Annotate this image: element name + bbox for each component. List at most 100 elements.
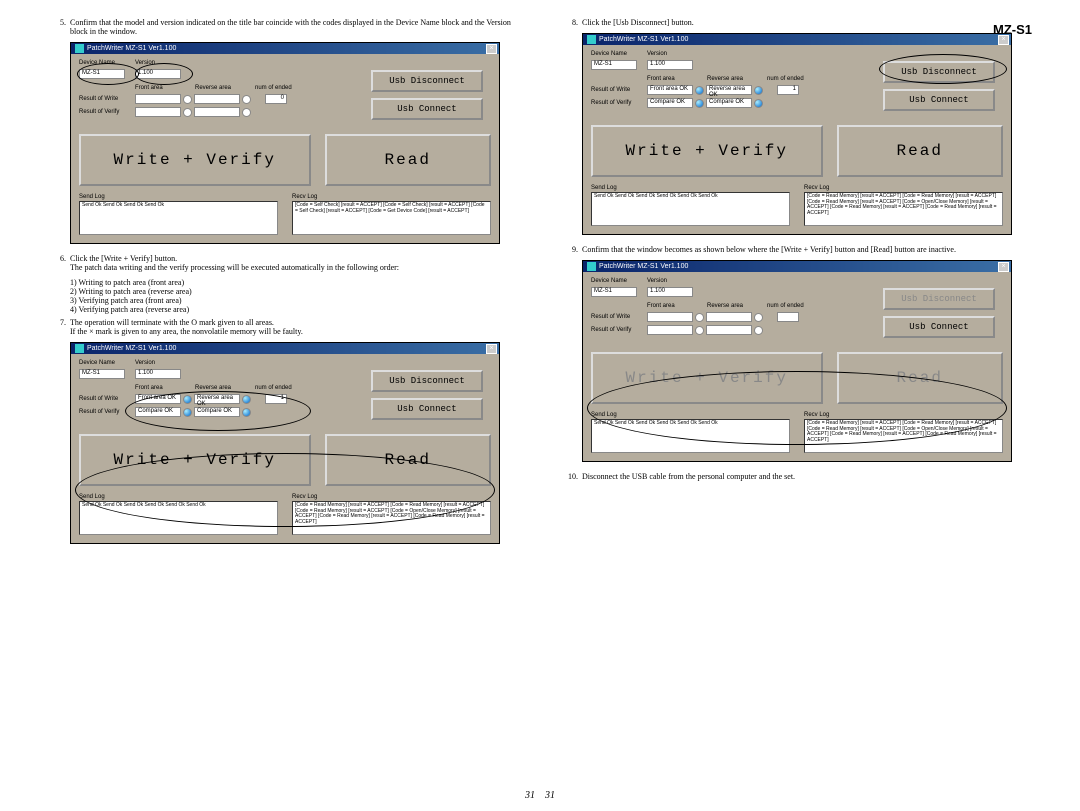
step5-num: 5. [48, 18, 66, 36]
step6-sub3: 3) Verifying patch area (front area) [70, 296, 520, 305]
send-log: Send Ok Send Ok Send Ok Send Ok Send Ok … [591, 419, 790, 453]
rwrite-front: Front area OK [647, 85, 693, 95]
numend-label: num of ended [255, 85, 292, 91]
usb-disconnect-button[interactable]: Usb Disconnect [371, 70, 483, 92]
rverify-rev: Compare OK [706, 98, 752, 108]
rverify-front: Compare OK [135, 407, 181, 417]
indicator-ok [695, 86, 704, 95]
write-verify-button[interactable]: Write + Verify [79, 134, 311, 186]
step7-num: 7. [48, 318, 66, 336]
step10-text: Disconnect the USB cable from the person… [582, 472, 1032, 481]
indicator-ok [754, 99, 763, 108]
step6-l1: Click the [Write + Verify] button. [70, 254, 520, 263]
version-label: Version [647, 278, 703, 284]
version-field: 1.100 [135, 69, 181, 79]
device-name-label: Device Name [591, 51, 647, 57]
usb-disconnect-button[interactable]: Usb Disconnect [883, 61, 995, 83]
numend-label: num of ended [767, 76, 804, 82]
write-verify-button[interactable]: Write + Verify [591, 125, 823, 177]
close-icon[interactable]: × [486, 44, 497, 54]
recv-log: [Code = Read Memory] [result = ACCEPT] [… [804, 192, 1003, 226]
front-area-label: Front area [135, 85, 195, 91]
usb-disconnect-button[interactable]: Usb Disconnect [371, 370, 483, 392]
read-button[interactable]: Read [325, 434, 492, 486]
step6-l2: The patch data writing and the verify pr… [70, 263, 520, 272]
indicator [695, 326, 704, 335]
device-name-field: MZ-S1 [79, 69, 125, 79]
patchwriter-window-1: PatchWriter MZ-S1 Ver1.100 × Device NameV… [70, 42, 500, 244]
indicator [754, 326, 763, 335]
reverse-area-label: Reverse area [707, 76, 767, 82]
version-label: Version [135, 60, 191, 66]
rverify-rev [194, 107, 240, 117]
result-verify-label: Result of Verify [591, 327, 647, 333]
app-icon [75, 44, 84, 53]
front-area-label: Front area [135, 385, 195, 391]
app-icon [75, 344, 84, 353]
device-name-label: Device Name [591, 278, 647, 284]
titlebar: PatchWriter MZ-S1 Ver1.100× [71, 343, 499, 354]
indicator-ok [242, 395, 251, 404]
right-column: 8. Click the [Usb Disconnect] button. Pat… [560, 18, 1032, 554]
device-name-field: MZ-S1 [591, 287, 637, 297]
rverify-rev: Compare OK [194, 407, 240, 417]
rwrite-front [135, 94, 181, 104]
result-write-label: Result of Write [591, 314, 647, 320]
sendlog-label: Send Log [79, 194, 278, 200]
numend-field: 0 [265, 94, 287, 104]
indicator [183, 108, 192, 117]
recv-log: [Code = Read Memory] [result = ACCEPT] [… [292, 501, 491, 535]
send-log: Send Ok Send Ok Send Ok Send Ok Send Ok … [591, 192, 790, 226]
front-area-label: Front area [647, 76, 707, 82]
device-name-label: Device Name [79, 60, 135, 66]
recv-log: [Code = Read Memory] [result = ACCEPT] [… [804, 419, 1003, 453]
result-write-label: Result of Write [591, 87, 647, 93]
version-field: 1.100 [647, 287, 693, 297]
rwrite-rev [706, 312, 752, 322]
reverse-area-label: Reverse area [195, 385, 255, 391]
write-verify-button[interactable]: Write + Verify [79, 434, 311, 486]
close-icon[interactable]: × [998, 35, 1009, 45]
usb-connect-button[interactable]: Usb Connect [371, 98, 483, 120]
usb-connect-button[interactable]: Usb Connect [883, 89, 995, 111]
sendlog-label: Send Log [79, 494, 278, 500]
device-name-label: Device Name [79, 360, 135, 366]
version-label: Version [135, 360, 191, 366]
sendlog-label: Send Log [591, 412, 790, 418]
recvlog-label: Recv Log [804, 412, 1003, 418]
close-icon[interactable]: × [486, 344, 497, 354]
title-text: PatchWriter MZ-S1 Ver1.100 [87, 45, 176, 52]
usb-connect-button[interactable]: Usb Connect [883, 316, 995, 338]
close-icon[interactable]: × [998, 262, 1009, 272]
read-button[interactable]: Read [325, 134, 492, 186]
step8-text: Click the [Usb Disconnect] button. [582, 18, 1032, 27]
step9-num: 9. [560, 245, 578, 254]
app-icon [587, 262, 596, 271]
result-write-label: Result of Write [79, 396, 135, 402]
version-label: Version [647, 51, 703, 57]
step8-num: 8. [560, 18, 578, 27]
usb-connect-button[interactable]: Usb Connect [371, 398, 483, 420]
rwrite-front: Front area OK [135, 394, 181, 404]
step10-num: 10. [560, 472, 578, 481]
step6-sub2: 2) Writing to patch area (reverse area) [70, 287, 520, 296]
indicator [242, 108, 251, 117]
app-icon [587, 35, 596, 44]
step6-sub1: 1) Writing to patch area (front area) [70, 278, 520, 287]
read-button[interactable]: Read [837, 125, 1004, 177]
front-area-label: Front area [647, 303, 707, 309]
usb-disconnect-button: Usb Disconnect [883, 288, 995, 310]
patchwriter-window-3: PatchWriter MZ-S1 Ver1.100× Device NameV… [582, 33, 1012, 235]
rwrite-rev: Reverse area OK [706, 85, 752, 95]
indicator-ok [183, 408, 192, 417]
step9-text: Confirm that the window becomes as shown… [582, 245, 1032, 254]
indicator-ok [242, 408, 251, 417]
titlebar: PatchWriter MZ-S1 Ver1.100× [583, 34, 1011, 45]
rverify-front [135, 107, 181, 117]
numend-field: 1 [777, 85, 799, 95]
device-name-field: MZ-S1 [79, 369, 125, 379]
rwrite-rev [194, 94, 240, 104]
title-text: PatchWriter MZ-S1 Ver1.100 [599, 263, 688, 270]
left-column: 5. Confirm that the model and version in… [48, 18, 520, 554]
numend-field [777, 312, 799, 322]
